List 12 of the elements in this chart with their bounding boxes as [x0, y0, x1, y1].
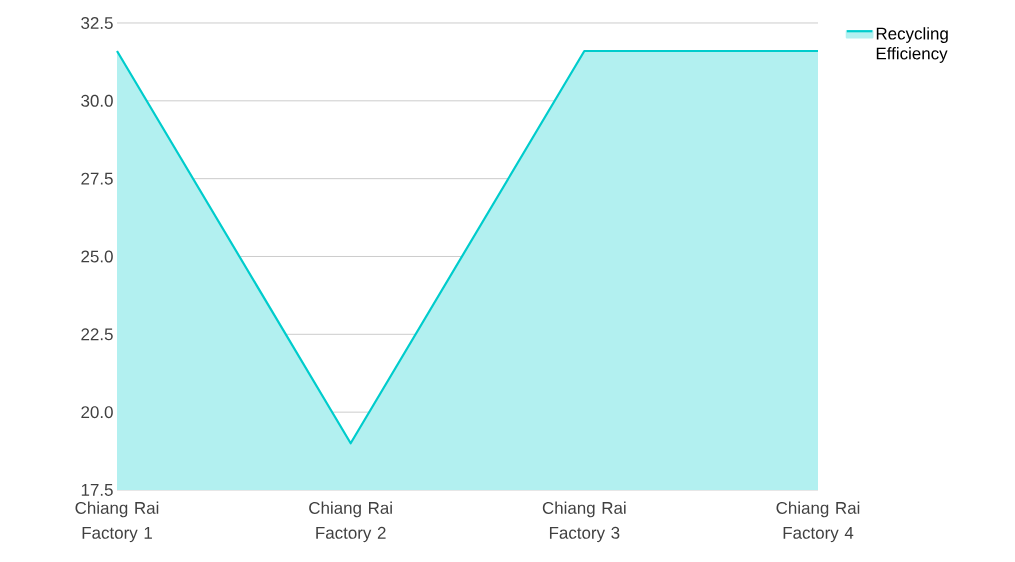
y-tick-label: 25.0	[81, 250, 113, 263]
x-tick-label: Chiang Rai Factory 4	[776, 501, 860, 543]
y-tick-label: 22.5	[81, 328, 113, 341]
y-tick-label: 20.0	[81, 406, 113, 419]
y-tick-label: 17.5	[81, 484, 113, 496]
y-tick-label: 27.5	[81, 172, 113, 185]
x-tick-label: Chiang Rai Factory 1	[75, 501, 159, 543]
y-tick-label: 30.0	[81, 94, 113, 107]
legend-label: Recycling Efficiency	[876, 27, 948, 63]
y-tick-label: 32.5	[81, 16, 113, 29]
x-tick-label: Chiang Rai Factory 2	[309, 501, 392, 543]
x-tick-label: Chiang Rai Factory 3	[542, 501, 626, 543]
